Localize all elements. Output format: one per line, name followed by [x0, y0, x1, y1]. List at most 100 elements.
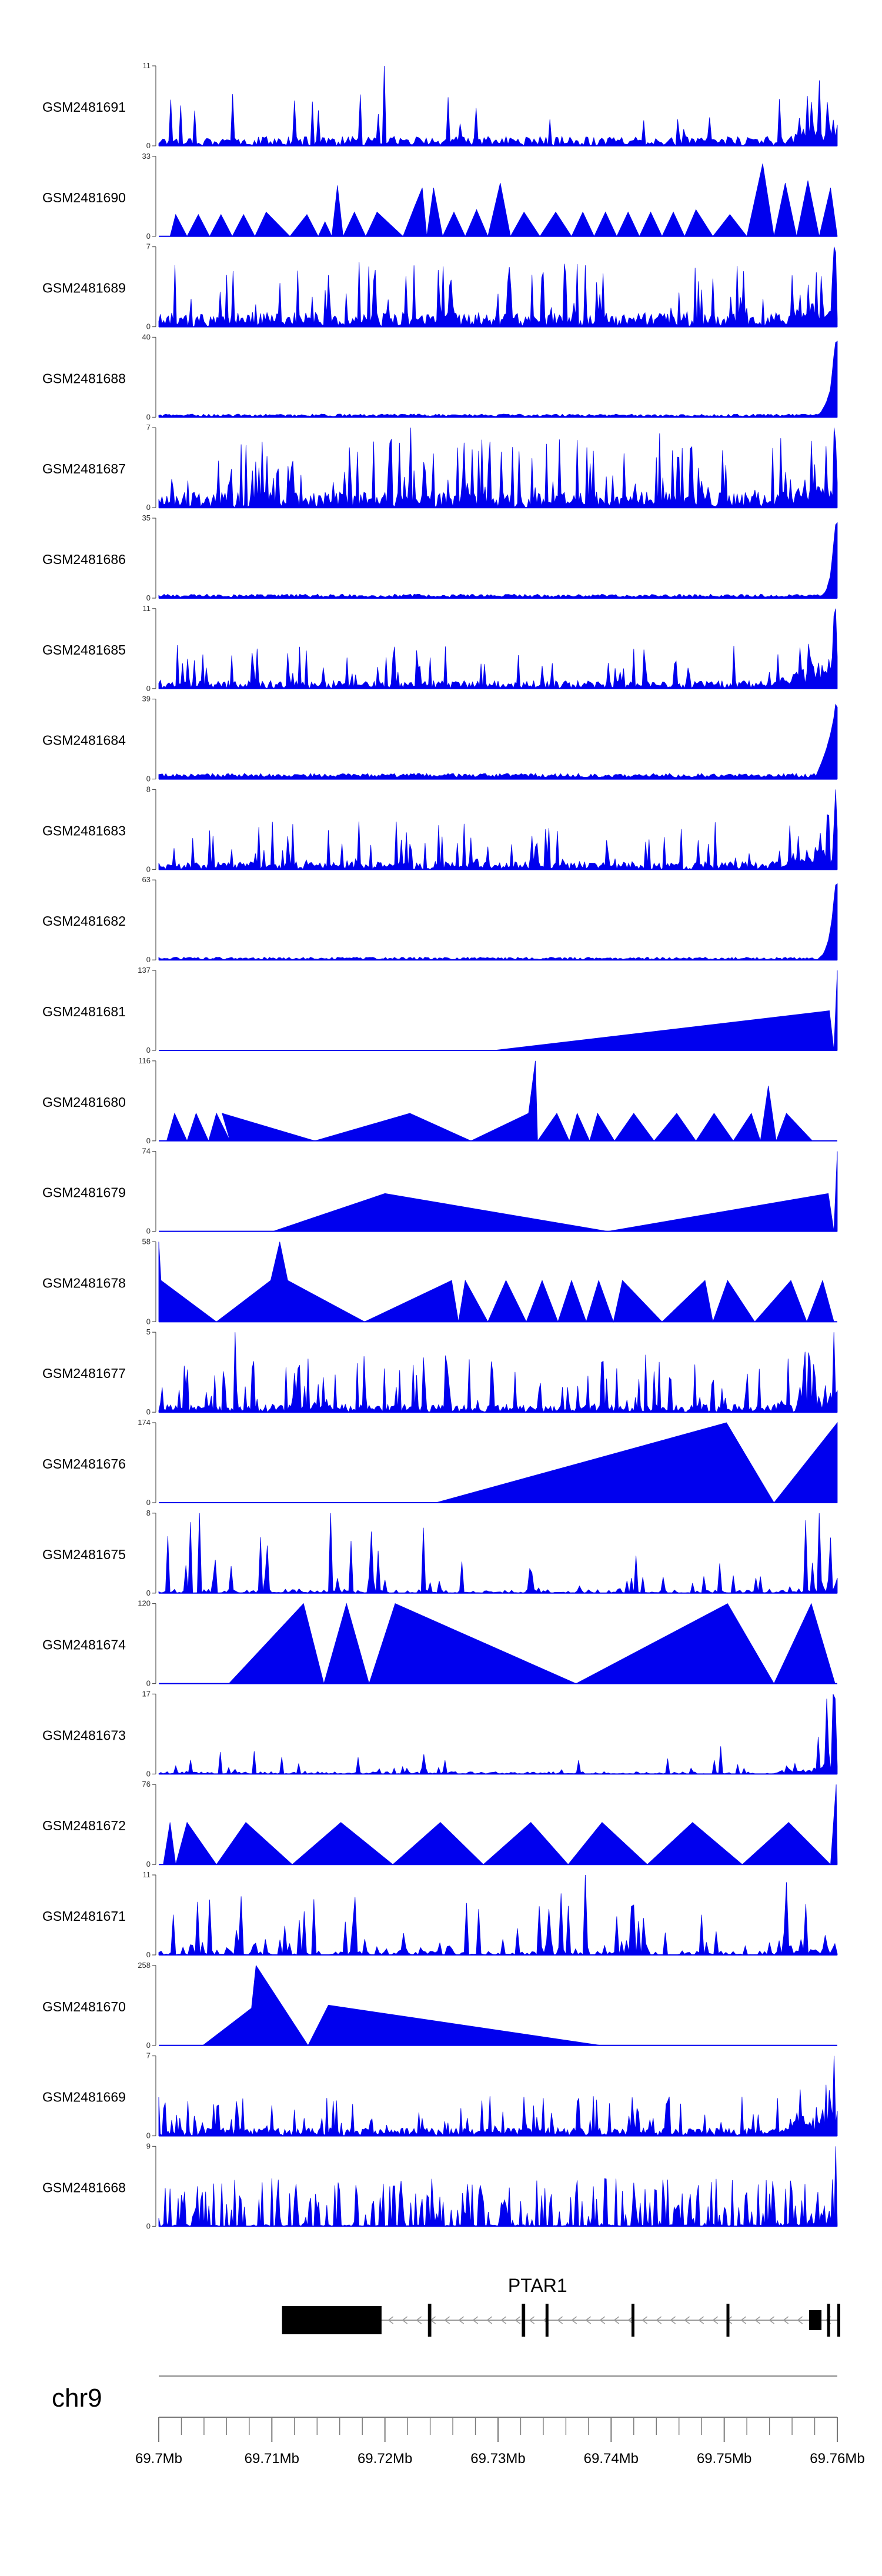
- track-gsm2481691: GSM2481691 11 0: [42, 61, 838, 150]
- y-min-label: 0: [146, 2041, 151, 2050]
- coverage-area: [202, 1964, 602, 2046]
- track-name-label: GSM2481682: [42, 913, 126, 929]
- track-name-label: GSM2481672: [42, 1818, 126, 1833]
- track-gsm2481678: GSM2481678 58 0: [42, 1237, 837, 1326]
- gene-exon: [522, 2304, 526, 2337]
- track-name-label: GSM2481668: [42, 2180, 126, 2195]
- track-gsm2481679: GSM2481679 74 0: [42, 1147, 838, 1236]
- y-min-label: 0: [146, 2221, 151, 2230]
- y-min-label: 0: [146, 955, 151, 964]
- y-min-label: 0: [146, 1679, 151, 1688]
- chromosome-track: chr9: [52, 2375, 837, 2413]
- track-gsm2481686: GSM2481686 35 0: [42, 513, 838, 602]
- y-min-label: 0: [146, 865, 151, 873]
- track-gsm2481690: GSM2481690 33 0: [42, 152, 838, 241]
- y-max-label: 11: [143, 604, 151, 613]
- track-name-label: GSM2481677: [42, 1366, 126, 1381]
- y-max-label: 258: [138, 1961, 151, 1970]
- coverage-area: [158, 883, 838, 960]
- strand-arrow: [754, 2316, 761, 2324]
- y-min-label: 0: [146, 1769, 151, 1778]
- track-gsm2481673: GSM2481673 17 0: [42, 1689, 838, 1778]
- coverage-tracks: GSM2481691110GSM2481690330GSM248168970GS…: [42, 61, 838, 2230]
- strand-arrow: [571, 2316, 577, 2324]
- strand-arrow: [500, 2316, 507, 2324]
- coverage-area: [163, 1784, 838, 1866]
- coverage-area: [158, 703, 838, 779]
- coverage-area: [158, 1874, 838, 1956]
- gene-exon: [282, 2306, 382, 2334]
- gene-exon: [427, 2304, 432, 2337]
- strand-arrow: [783, 2316, 789, 2324]
- axis-tick-label: 69.73Mb: [470, 2451, 525, 2467]
- y-max-label: 8: [146, 785, 151, 793]
- track-name-label: GSM2481686: [42, 552, 126, 567]
- track-gsm2481688: GSM2481688 40 0: [42, 332, 838, 421]
- coverage-area: [158, 1332, 838, 1413]
- track-name-label: GSM2481687: [42, 461, 126, 476]
- y-max-label: 9: [146, 2141, 151, 2150]
- coverage-area: [158, 522, 838, 599]
- strand-arrow: [740, 2316, 747, 2324]
- track-name-label: GSM2481669: [42, 2090, 126, 2105]
- track-name-label: GSM2481689: [42, 281, 126, 296]
- strand-arrow: [656, 2316, 662, 2324]
- coverage-area: [158, 1242, 834, 1323]
- track-name-label: GSM2481690: [42, 190, 126, 205]
- y-max-label: 76: [142, 1780, 151, 1788]
- strand-arrow: [642, 2316, 648, 2324]
- gene-exon: [808, 2310, 822, 2330]
- gene-exon: [631, 2304, 634, 2337]
- track-name-label: GSM2481688: [42, 371, 126, 386]
- gene-exon: [837, 2304, 840, 2337]
- track-name-label: GSM2481691: [42, 99, 126, 115]
- coverage-area: [158, 1513, 838, 1594]
- track-name-label: GSM2481683: [42, 823, 126, 838]
- track-gsm2481676: GSM2481676 174 0: [42, 1418, 838, 1507]
- y-max-label: 11: [143, 1870, 151, 1879]
- strand-arrow: [670, 2316, 676, 2324]
- track-gsm2481674: GSM2481674 120 0: [42, 1599, 837, 1688]
- track-name-label: GSM2481676: [42, 1456, 126, 1471]
- coverage-area: [158, 608, 838, 690]
- y-max-label: 58: [142, 1237, 151, 1246]
- y-max-label: 116: [138, 1056, 151, 1065]
- track-gsm2481683: GSM2481683 8 0: [42, 785, 838, 873]
- track-gsm2481687: GSM2481687 7 0: [42, 423, 838, 512]
- coverage-area: [228, 1603, 836, 1685]
- strand-arrow: [444, 2316, 450, 2324]
- track-gsm2481677: GSM2481677 5 0: [42, 1327, 838, 1416]
- y-max-label: 7: [146, 242, 151, 251]
- y-max-label: 63: [142, 875, 151, 884]
- y-min-label: 0: [146, 1498, 151, 1507]
- axis-tick-label: 69.76Mb: [810, 2451, 864, 2467]
- y-max-label: 39: [142, 695, 151, 703]
- strand-arrow: [458, 2316, 465, 2324]
- coverage-area: [493, 970, 838, 1051]
- strand-arrow: [557, 2316, 563, 2324]
- strand-arrow: [712, 2316, 719, 2324]
- y-min-label: 0: [146, 1317, 151, 1326]
- track-gsm2481672: GSM2481672 76 0: [42, 1780, 838, 1868]
- strand-arrow: [698, 2316, 704, 2324]
- y-max-label: 7: [146, 423, 151, 432]
- strand-arrow: [402, 2316, 408, 2324]
- axis-tick-label: 69.71Mb: [245, 2451, 299, 2467]
- y-min-label: 0: [146, 322, 151, 331]
- y-max-label: 137: [138, 966, 151, 975]
- coverage-area: [158, 1694, 838, 1774]
- axis-tick-label: 69.7Mb: [135, 2451, 182, 2467]
- y-min-label: 0: [146, 141, 151, 150]
- track-gsm2481685: GSM2481685 11 0: [42, 604, 838, 693]
- track-name-label: GSM2481670: [42, 1999, 126, 2014]
- coverage-area: [169, 163, 838, 238]
- coverage-area: [158, 2146, 838, 2227]
- track-gsm2481681: GSM2481681 137 0: [42, 966, 838, 1055]
- y-min-label: 0: [146, 593, 151, 602]
- track-gsm2481689: GSM2481689 7 0: [42, 242, 838, 331]
- y-max-label: 74: [142, 1147, 151, 1156]
- track-name-label: GSM2481685: [42, 642, 126, 658]
- track-name-label: GSM2481675: [42, 1547, 126, 1562]
- y-max-label: 35: [142, 513, 151, 522]
